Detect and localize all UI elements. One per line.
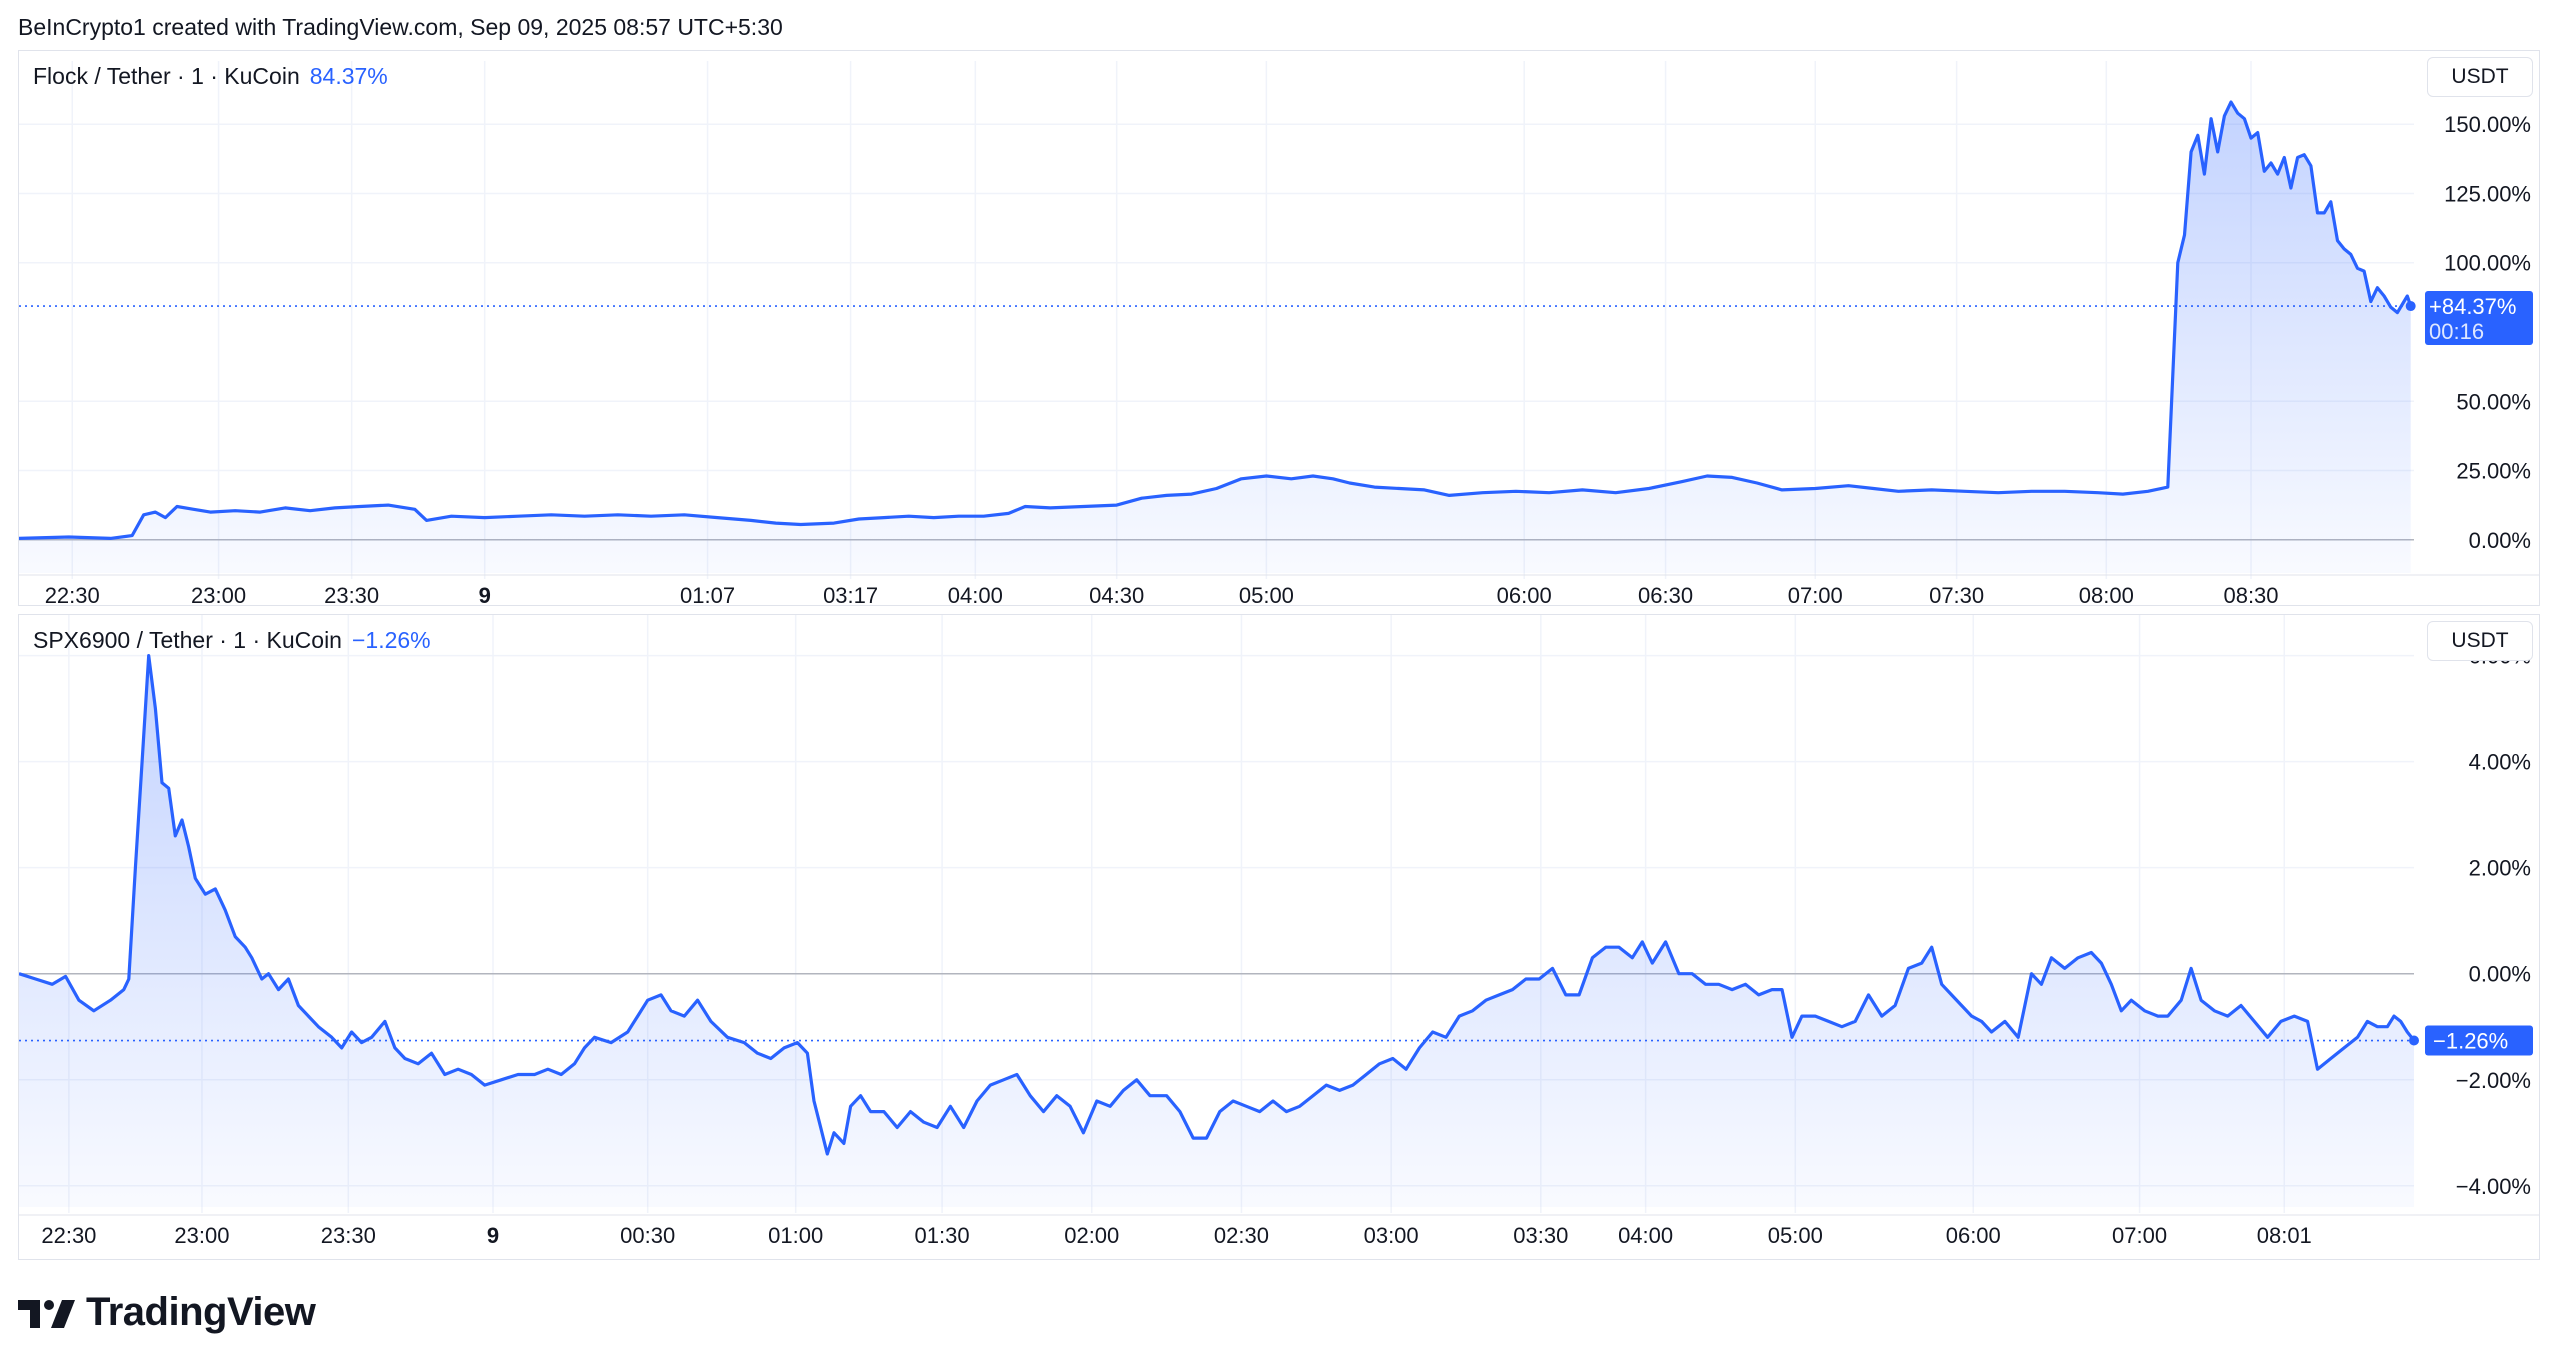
price-area-fill xyxy=(19,102,2411,573)
y-tick-label: 0.00% xyxy=(2469,962,2531,987)
x-tick-label: 23:30 xyxy=(324,583,379,605)
pane-legend: Flock / Tether · 1 · KuCoin 84.37% xyxy=(33,63,388,90)
x-tick-label: 22:30 xyxy=(41,1223,96,1248)
x-tick-label: 01:07 xyxy=(680,583,735,605)
price-line xyxy=(19,100,2413,540)
y-tick-label: −2.00% xyxy=(2456,1068,2531,1093)
last-price-text: −1.26% xyxy=(2433,1029,2508,1054)
price-area-fill xyxy=(19,655,2414,1207)
x-tick-label: 04:30 xyxy=(1089,583,1144,605)
y-tick-label: 125.00% xyxy=(2444,181,2531,206)
currency-button[interactable]: USDT xyxy=(2427,621,2533,661)
last-price-dot xyxy=(2405,301,2416,312)
x-tick-label: 03:00 xyxy=(1364,1223,1419,1248)
last-price-label xyxy=(2425,291,2533,346)
brand-name: TradingView xyxy=(86,1290,316,1334)
x-tick-label: 23:00 xyxy=(174,1223,229,1248)
x-tick-label: 03:17 xyxy=(823,583,878,605)
x-tick-label: 23:00 xyxy=(191,583,246,605)
x-tick-label: 08:30 xyxy=(2223,583,2278,605)
symbol-label: SPX6900 / Tether · 1 · KuCoin xyxy=(33,627,342,653)
x-tick-label: 00:30 xyxy=(620,1223,675,1248)
x-tick-label: 9 xyxy=(487,1223,499,1248)
tradingview-brand[interactable]: TradingView xyxy=(18,1290,316,1335)
x-tick-label: 07:00 xyxy=(2112,1223,2167,1248)
x-tick-label: 9 xyxy=(479,583,491,605)
y-tick-label: 150.00% xyxy=(2444,112,2531,137)
pane-legend: SPX6900 / Tether · 1 · KuCoin −1.26% xyxy=(33,627,431,654)
x-tick-label: 08:00 xyxy=(2079,583,2134,605)
x-tick-label: 07:00 xyxy=(1788,583,1843,605)
percent-change: 84.37% xyxy=(309,63,388,89)
last-price-label xyxy=(2425,1025,2533,1056)
y-tick-label: 0.00% xyxy=(2469,528,2531,553)
chart-caption: BeInCrypto1 created with TradingView.com… xyxy=(18,14,783,40)
y-tick-label: 25.00% xyxy=(2456,459,2531,484)
y-tick-label: 4.00% xyxy=(2469,750,2531,775)
x-tick-label: 22:30 xyxy=(45,583,100,605)
percent-change: −1.26% xyxy=(351,627,431,653)
x-tick-label: 02:00 xyxy=(1064,1223,1119,1248)
x-tick-label: 01:00 xyxy=(768,1223,823,1248)
y-tick-label: −4.00% xyxy=(2456,1174,2531,1199)
tradingview-logo-icon xyxy=(18,1299,75,1328)
y-tick-label: 100.00% xyxy=(2444,251,2531,276)
flock-area-chart: 0.00% 25.00% 50.00% 100.00% 125.00% 150.00% 22… xyxy=(19,61,2539,605)
x-tick-label: 05:00 xyxy=(1239,583,1294,605)
x-tick-label: 07:30 xyxy=(1929,583,1984,605)
last-price-text: +84.37% xyxy=(2429,294,2516,319)
symbol-label: Flock / Tether · 1 · KuCoin xyxy=(33,63,300,89)
x-tick-label: 04:00 xyxy=(948,583,1003,605)
bar-countdown-text: 00:16 xyxy=(2429,319,2484,344)
x-tick-label: 23:30 xyxy=(321,1223,376,1248)
x-tick-label: 04:00 xyxy=(1618,1223,1673,1248)
flock-price-pane[interactable]: Flock / Tether · 1 · KuCoin 84.37% USDT 0… xyxy=(18,50,2540,606)
x-tick-label: 08:01 xyxy=(2257,1223,2312,1248)
x-tick-label: 02:30 xyxy=(1214,1223,1269,1248)
price-line xyxy=(19,654,2416,1156)
spx6900-area-chart: −4.00%−2.00%0.00%2.00%4.00%6.00%22:3023:… xyxy=(19,615,2539,1248)
spx6900-price-pane[interactable]: SPX6900 / Tether · 1 · KuCoin −1.26% USDT… xyxy=(18,614,2540,1260)
x-tick-label: 03:30 xyxy=(1513,1223,1568,1248)
x-tick-label: 01:30 xyxy=(915,1223,970,1248)
currency-button[interactable]: USDT xyxy=(2427,57,2533,97)
y-tick-label: 2.00% xyxy=(2469,856,2531,881)
y-tick-label: 50.00% xyxy=(2456,389,2531,414)
x-tick-label: 06:00 xyxy=(1497,583,1552,605)
x-tick-label: 06:30 xyxy=(1638,583,1693,605)
last-price-dot xyxy=(2409,1035,2419,1046)
x-tick-label: 05:00 xyxy=(1768,1223,1823,1248)
x-tick-label: 06:00 xyxy=(1946,1223,2001,1248)
